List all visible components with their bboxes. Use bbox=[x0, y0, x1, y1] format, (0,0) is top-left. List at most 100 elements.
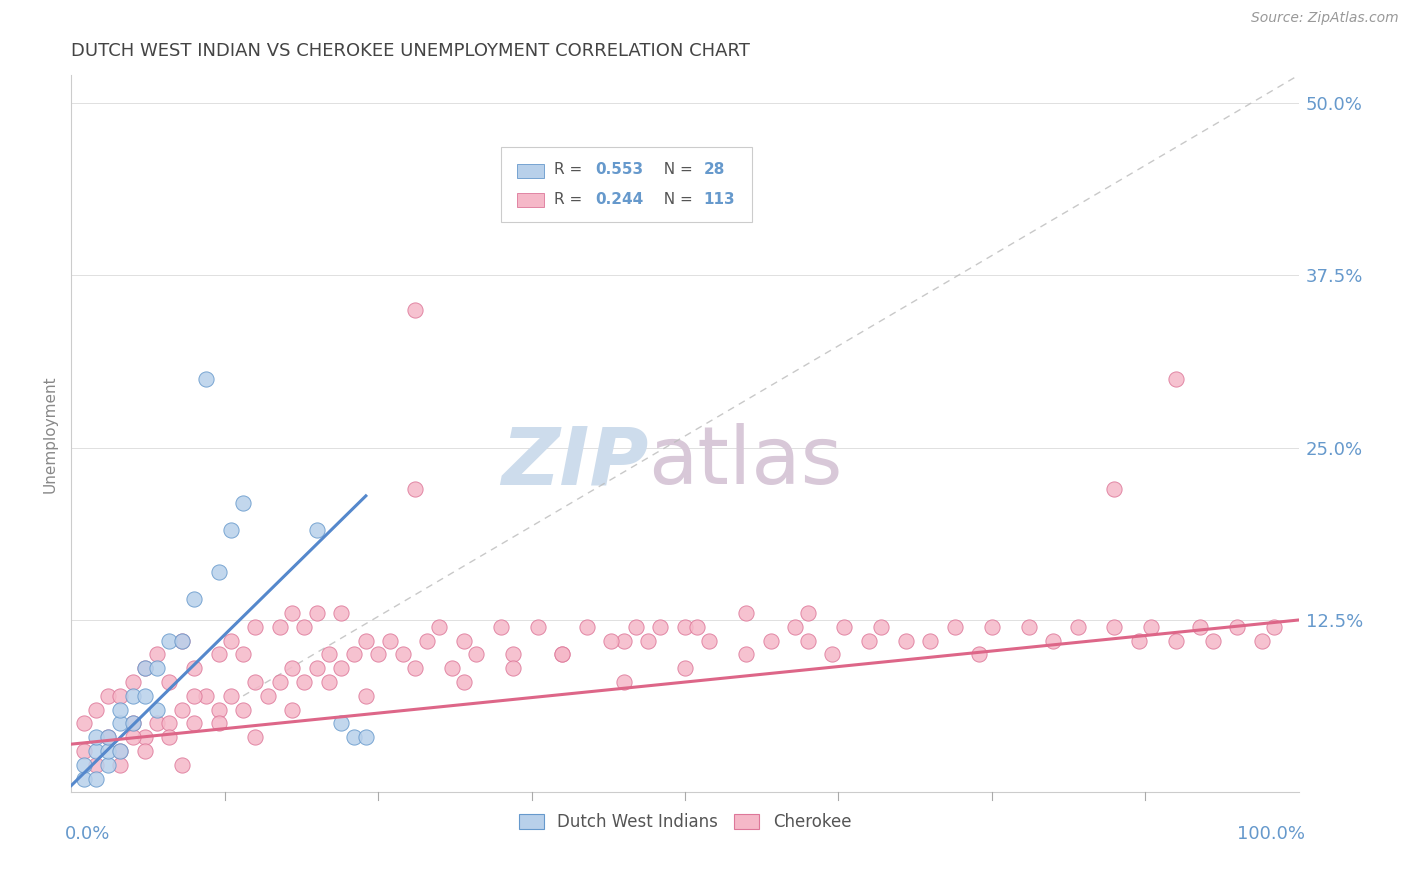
Point bbox=[269, 675, 291, 690]
Point bbox=[453, 633, 475, 648]
Point bbox=[1250, 633, 1272, 648]
Point bbox=[134, 731, 156, 745]
Point bbox=[134, 661, 156, 675]
Point bbox=[170, 757, 193, 772]
Point bbox=[551, 648, 574, 662]
Point bbox=[84, 731, 107, 745]
Point bbox=[1189, 620, 1212, 634]
Point bbox=[269, 620, 291, 634]
Point bbox=[354, 633, 377, 648]
Point bbox=[1226, 620, 1249, 634]
Point bbox=[613, 675, 636, 690]
Point bbox=[821, 648, 844, 662]
Point bbox=[330, 606, 353, 620]
Point bbox=[110, 744, 132, 758]
Text: 0.553: 0.553 bbox=[595, 162, 644, 178]
Point bbox=[796, 633, 818, 648]
Point bbox=[72, 772, 94, 786]
Point bbox=[183, 661, 205, 675]
Text: N =: N = bbox=[654, 162, 697, 178]
Point bbox=[256, 689, 278, 703]
Point bbox=[980, 620, 1002, 634]
Point bbox=[170, 633, 193, 648]
Point bbox=[318, 675, 340, 690]
Point bbox=[453, 675, 475, 690]
Point bbox=[281, 703, 304, 717]
Text: ZIP: ZIP bbox=[501, 424, 648, 501]
Point bbox=[110, 703, 132, 717]
Point bbox=[159, 716, 181, 731]
Point bbox=[354, 731, 377, 745]
Point bbox=[342, 731, 364, 745]
Point bbox=[72, 744, 94, 758]
Legend: Dutch West Indians, Cherokee: Dutch West Indians, Cherokee bbox=[512, 806, 858, 838]
Point bbox=[146, 703, 169, 717]
Point bbox=[159, 633, 181, 648]
Point bbox=[110, 689, 132, 703]
Point bbox=[575, 620, 598, 634]
Point bbox=[894, 633, 917, 648]
Point bbox=[110, 744, 132, 758]
Point bbox=[759, 633, 782, 648]
Text: Source: ZipAtlas.com: Source: ZipAtlas.com bbox=[1251, 11, 1399, 25]
Point bbox=[146, 716, 169, 731]
Point bbox=[72, 716, 94, 731]
Point bbox=[1263, 620, 1285, 634]
Point bbox=[146, 648, 169, 662]
Text: 100.0%: 100.0% bbox=[1237, 825, 1305, 843]
Point bbox=[207, 565, 229, 579]
Text: atlas: atlas bbox=[648, 424, 842, 501]
Point bbox=[294, 675, 316, 690]
Point bbox=[1104, 620, 1126, 634]
Point bbox=[686, 620, 709, 634]
Point bbox=[1066, 620, 1088, 634]
Point bbox=[650, 620, 672, 634]
Text: 28: 28 bbox=[703, 162, 724, 178]
Point bbox=[134, 689, 156, 703]
Point bbox=[637, 633, 659, 648]
FancyBboxPatch shape bbox=[501, 147, 752, 222]
Point bbox=[465, 648, 488, 662]
Point bbox=[245, 731, 267, 745]
Point bbox=[330, 661, 353, 675]
Point bbox=[84, 772, 107, 786]
Point bbox=[195, 689, 218, 703]
Point bbox=[440, 661, 463, 675]
Point bbox=[207, 648, 229, 662]
Point bbox=[551, 648, 574, 662]
Point bbox=[318, 648, 340, 662]
Point bbox=[121, 716, 143, 731]
Point bbox=[245, 675, 267, 690]
Point bbox=[84, 703, 107, 717]
Point bbox=[183, 689, 205, 703]
Point bbox=[97, 689, 120, 703]
Point bbox=[858, 633, 880, 648]
Point bbox=[673, 661, 696, 675]
Point bbox=[1140, 620, 1163, 634]
Point bbox=[134, 744, 156, 758]
Point bbox=[354, 689, 377, 703]
Point bbox=[785, 620, 807, 634]
Point bbox=[97, 731, 120, 745]
Point bbox=[404, 482, 426, 496]
Point bbox=[943, 620, 966, 634]
Point bbox=[121, 716, 143, 731]
Point bbox=[183, 716, 205, 731]
Point bbox=[1201, 633, 1223, 648]
Point bbox=[159, 675, 181, 690]
Point bbox=[232, 648, 254, 662]
Point bbox=[404, 302, 426, 317]
Text: DUTCH WEST INDIAN VS CHEROKEE UNEMPLOYMENT CORRELATION CHART: DUTCH WEST INDIAN VS CHEROKEE UNEMPLOYME… bbox=[72, 42, 751, 60]
Point bbox=[183, 592, 205, 607]
Point bbox=[305, 524, 328, 538]
Point bbox=[1128, 633, 1150, 648]
Point bbox=[429, 620, 451, 634]
Point bbox=[170, 633, 193, 648]
Point bbox=[920, 633, 942, 648]
Point bbox=[600, 192, 623, 206]
Point bbox=[294, 620, 316, 634]
Point bbox=[219, 524, 242, 538]
Point bbox=[489, 620, 512, 634]
Point bbox=[673, 620, 696, 634]
Point bbox=[834, 620, 856, 634]
